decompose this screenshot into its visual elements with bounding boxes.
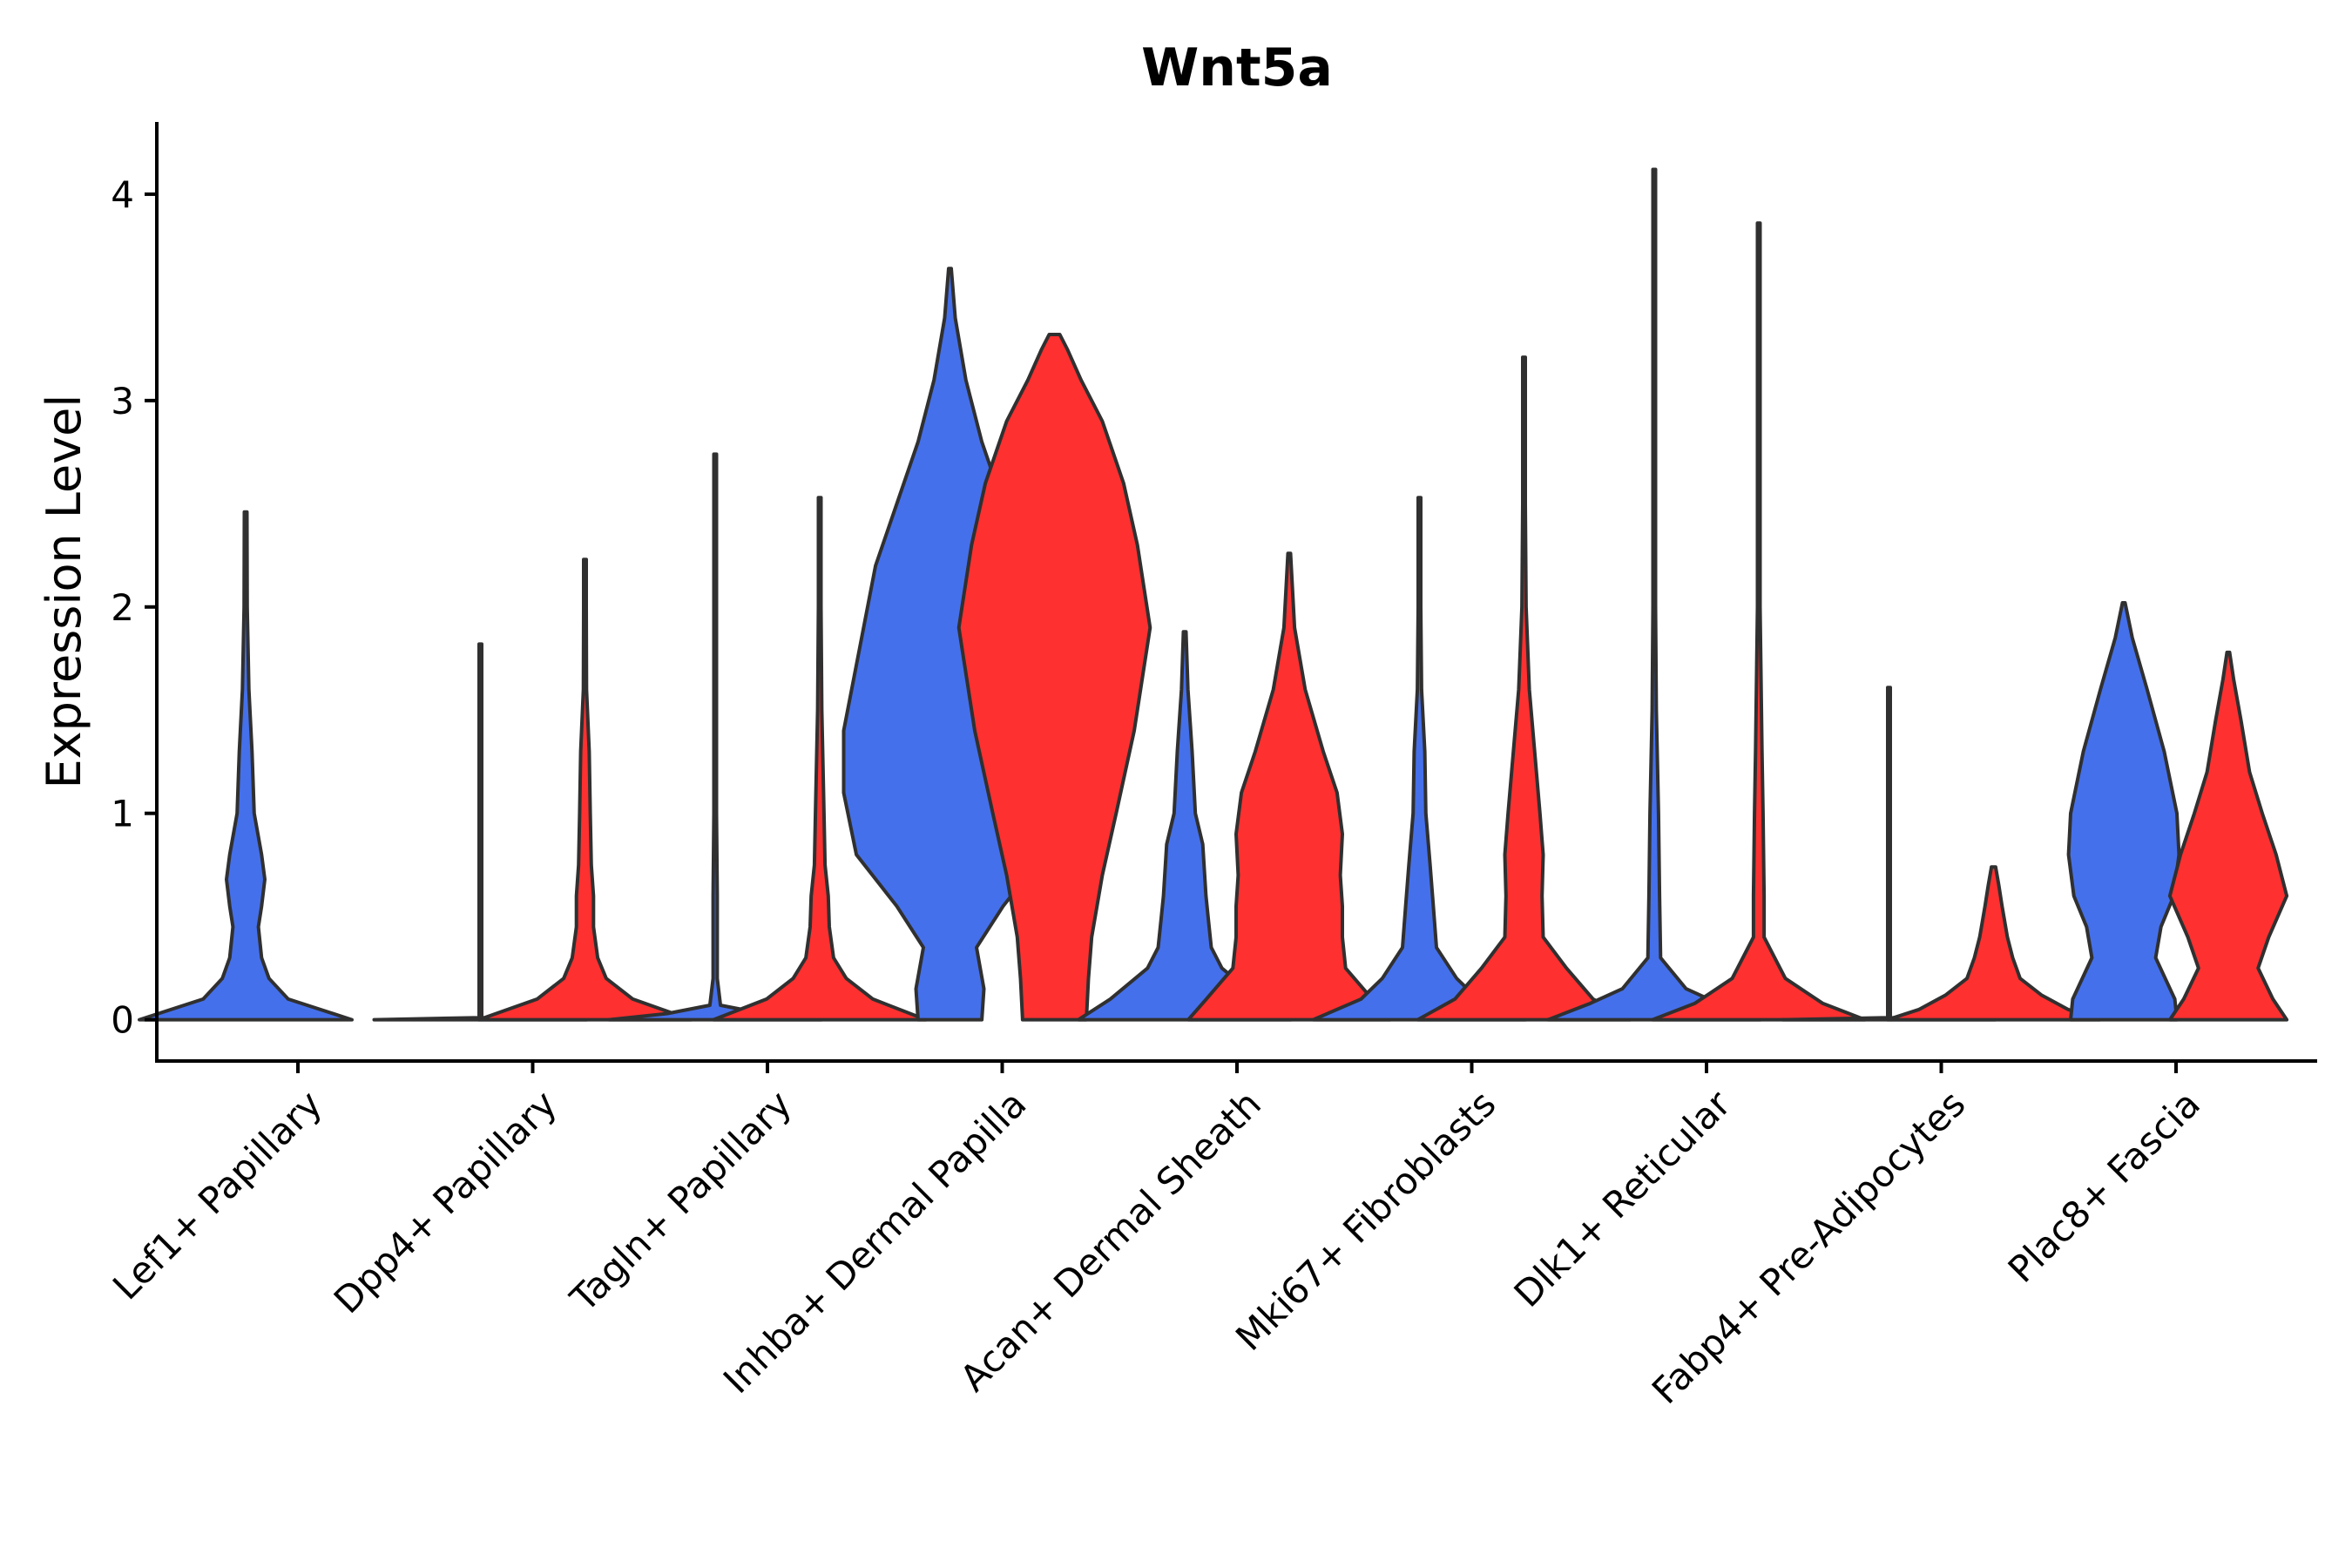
y-axis-label: Expression Level <box>37 395 91 789</box>
x-tick-label: Tagln+ Papillary <box>562 1082 800 1320</box>
y-tick-label: 0 <box>111 999 134 1042</box>
chart-title: Wnt5a <box>1141 37 1333 98</box>
y-tick-label: 2 <box>111 586 134 629</box>
y-tick-label: 1 <box>111 793 134 835</box>
y-tick-label: 4 <box>111 173 134 216</box>
violin-red <box>1186 551 1392 1022</box>
violin-red <box>956 333 1152 1022</box>
violin-red <box>1885 865 2102 1022</box>
x-tick-label: Mki67+ Fibroblasts <box>1227 1082 1504 1358</box>
violin-red <box>1416 355 1632 1022</box>
violin-blue <box>1781 686 1997 1022</box>
violin-group <box>138 167 2289 1022</box>
x-tick-label: Plac8+ Fascia <box>2000 1082 2208 1290</box>
y-ticks: 0 1 2 3 4 <box>111 173 157 1042</box>
x-tick-label: Dpp4+ Papillary <box>326 1082 565 1321</box>
x-tick-label: Dlk1+ Reticular <box>1506 1082 1740 1315</box>
violin-red <box>2167 650 2289 1022</box>
y-tick-label: 3 <box>111 380 134 422</box>
violin-red <box>476 558 693 1022</box>
violin-blue <box>138 510 354 1022</box>
violin-blue <box>372 642 589 1022</box>
violin-blue <box>1311 496 1528 1022</box>
violin-blue <box>1546 167 1762 1022</box>
x-tick-label: Lef1+ Papillary <box>105 1082 330 1308</box>
violin-blue <box>607 452 823 1022</box>
violin-blue <box>2066 601 2181 1022</box>
violin-blue <box>1077 630 1293 1022</box>
violin-red <box>1651 221 1867 1022</box>
violin-red <box>712 496 928 1022</box>
